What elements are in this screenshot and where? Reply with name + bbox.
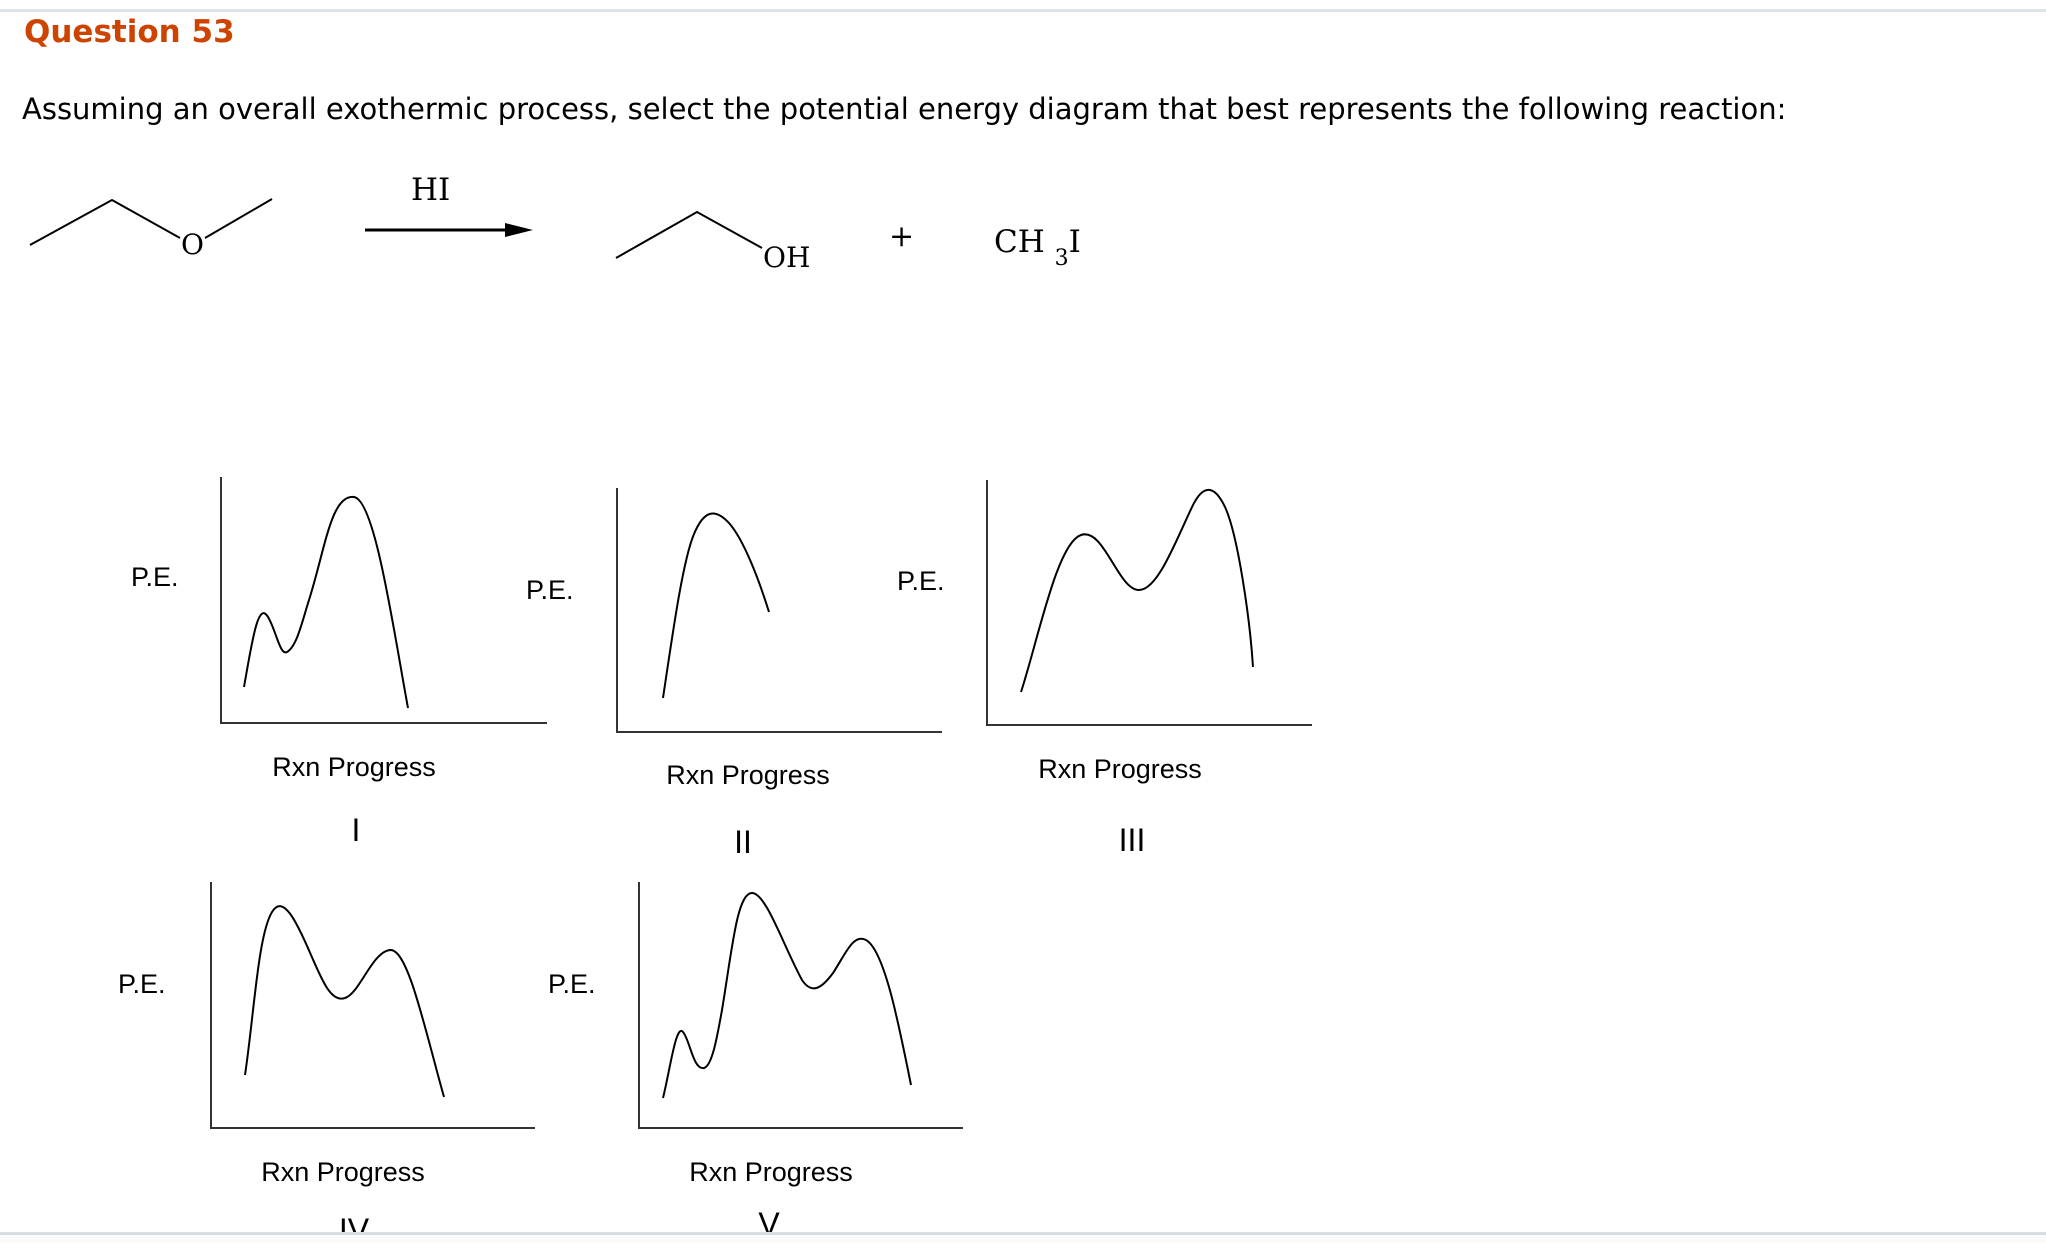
x-axis-label: Rxn Progress [1038,754,1202,784]
option-numeral: III [1118,822,1146,858]
energy-curve [1020,488,1254,693]
energy-curve-plot [210,882,535,1129]
y-axis-label: P.E. [897,566,945,596]
y-axis-label: P.E. [526,575,574,605]
energy-curve-plot [986,480,1312,726]
energy-curve [662,891,912,1099]
question-prompt: Assuming an overall exothermic process, … [22,92,1787,126]
option-numeral: II [734,824,752,860]
reactant-oxygen: O [181,228,204,261]
axes [210,882,535,1129]
top-divider [0,0,2046,12]
axes [616,488,942,733]
energy-curve [662,512,770,699]
reagent-label: HI [411,172,450,208]
bottom-divider [0,1232,2046,1243]
axes [220,477,547,724]
plus-sign: + [889,219,914,254]
axes [986,480,1312,726]
arrow-head [505,223,533,237]
x-axis-label: Rxn Progress [261,1157,425,1187]
axes [638,882,963,1129]
option-numeral: I [351,812,361,848]
energy-curve [244,905,445,1098]
energy-curve [243,495,409,709]
energy-curve-plot [638,882,963,1129]
product-ch3i: CH 3I [994,224,1081,271]
y-axis-label: P.E. [548,969,596,999]
energy-curve-plot [616,488,942,733]
product-skeleton [615,210,763,259]
reactant-skeleton [29,198,181,246]
question-title: Question 53 [24,14,235,50]
reaction-scheme: O HI OH + CH 3I [29,172,1081,274]
y-axis-label: P.E. [118,969,166,999]
product-oh: OH [763,241,810,274]
reactant-bond-right [204,198,273,239]
option-numeral: IV [338,1212,370,1248]
x-axis-label: Rxn Progress [689,1157,853,1187]
x-axis-label: Rxn Progress [272,752,436,782]
x-axis-label: Rxn Progress [666,760,830,790]
energy-curve-plot [220,477,547,724]
y-axis-label: P.E. [131,562,179,592]
